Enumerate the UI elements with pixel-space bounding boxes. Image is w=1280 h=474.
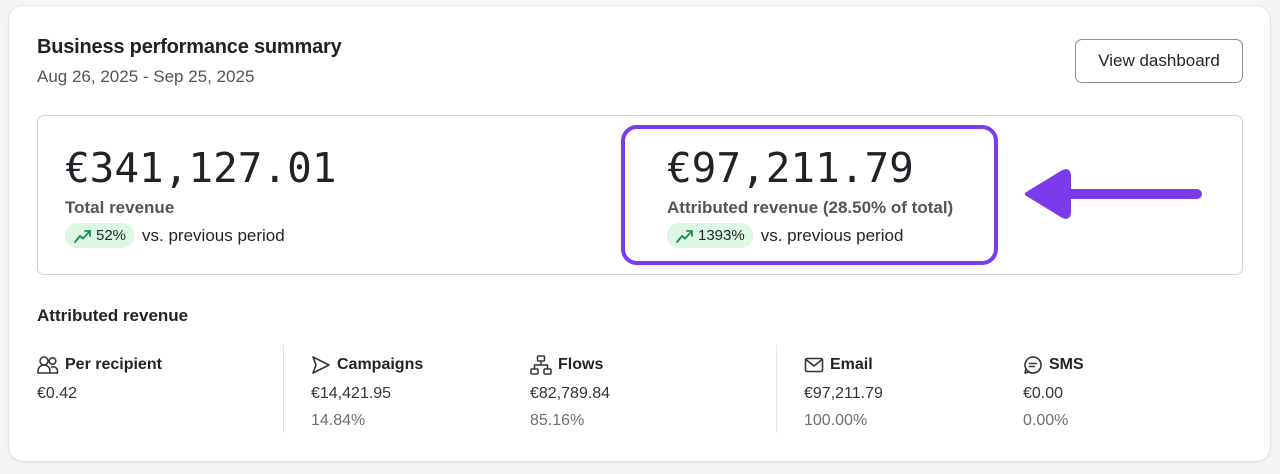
stat-label: Email [830,356,873,373]
send-icon [311,355,331,375]
trend-up-icon [74,229,92,243]
stat-per-recipient: Per recipient €0.42 [37,354,162,403]
stat-campaigns: Campaigns €14,421.95 14.84% [311,354,423,430]
stat-flows: Flows €82,789.84 85.16% [530,354,610,430]
card-title: Business performance summary [37,36,342,58]
attributed-revenue-delta: 1393% vs. previous period [667,223,953,248]
total-revenue-metric: €341,127.01 Total revenue 52% vs. previo… [65,144,337,248]
stat-percent: 0.00% [1023,412,1069,429]
delta-badge: 1393% [667,223,753,248]
stat-percent: 14.84% [311,412,366,429]
trend-up-icon [676,229,694,243]
attributed-revenue-value: €97,211.79 [667,144,914,192]
stat-label: SMS [1049,356,1084,373]
chat-icon [1023,355,1043,375]
stat-label: Campaigns [337,356,424,373]
stat-percent: 100.00% [804,412,868,429]
delta-badge: 52% [65,223,135,248]
stat-label: Per recipient [65,356,162,373]
stat-label: Flows [558,356,604,373]
delta-text: vs. previous period [760,225,904,245]
divider [283,345,284,433]
revenue-summary-box: €341,127.01 Total revenue 52% vs. previo… [37,115,1243,275]
total-revenue-value: €341,127.01 [65,144,337,192]
stat-value: €97,211.79 [804,385,883,402]
flows-icon [530,355,552,375]
stat-value: €0.00 [1023,385,1064,402]
arrow-left-icon [1021,169,1203,226]
stat-value: €82,789.84 [530,385,611,402]
total-revenue-delta: 52% vs. previous period [65,223,337,248]
attributed-revenue-metric: €97,211.79 Attributed revenue (28.50% of… [667,144,953,248]
stat-email: Email €97,211.79 100.00% [804,354,883,430]
users-icon [37,355,59,375]
business-performance-card: Business performance summary Aug 26, 202… [9,6,1270,461]
divider [776,345,777,433]
attributed-section-title: Attributed revenue [37,306,189,325]
stat-sms: SMS €0.00 0.00% [1023,354,1084,430]
view-dashboard-button[interactable]: View dashboard [1075,39,1243,83]
stat-percent: 85.16% [530,412,585,429]
attributed-revenue-label: Attributed revenue (28.50% of total) [667,198,954,217]
delta-value: 1393% [698,227,745,244]
date-range: Aug 26, 2025 - Sep 25, 2025 [37,67,255,86]
mail-icon [804,356,824,374]
delta-value: 52% [96,227,127,244]
stat-value: €14,421.95 [311,385,392,402]
stat-value: €0.42 [37,385,78,402]
total-revenue-label: Total revenue [65,198,175,217]
delta-text: vs. previous period [142,225,285,245]
